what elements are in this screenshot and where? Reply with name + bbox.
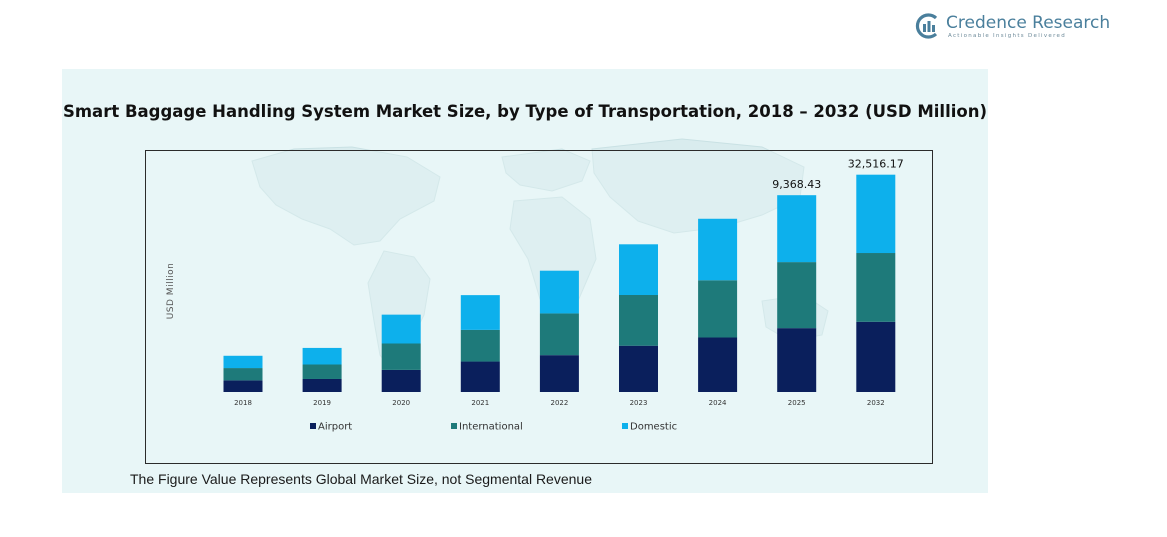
legend-label-domestic: Domestic: [630, 422, 677, 433]
brand-logo: Credence Research Actionable Insights De…: [914, 12, 1110, 42]
legend-swatch-airport: [310, 423, 316, 429]
legend-swatch-international: [451, 423, 457, 429]
bar-domestic-2032: [856, 174, 896, 254]
bar-airport-2018: [223, 380, 263, 392]
legend-label-airport: Airport: [318, 422, 352, 433]
x-tick-2019: 2019: [313, 399, 331, 407]
legend-label-international: International: [459, 422, 523, 433]
x-tick-2023: 2023: [630, 399, 648, 407]
data-label-2032: 32,516.17: [848, 158, 904, 171]
chart-title: Smart Baggage Handling System Market Siz…: [62, 102, 988, 121]
chart-legend: Airport International Domestic: [310, 422, 677, 433]
bar-domestic-2022: [539, 270, 579, 314]
stacked-bar-chart: USD Million 2018 2019 2020 2021 2022 2023 2024…: [166, 158, 904, 433]
bar-international-2032: [856, 253, 896, 322]
bar-domestic-2024: [698, 218, 738, 281]
bar-airport-2021: [460, 361, 500, 392]
bar-domestic-2025: [777, 195, 817, 263]
bar-airport-2023: [619, 345, 658, 392]
bar-domestic-2019: [302, 347, 342, 365]
brand-name: Credence Research: [946, 13, 1111, 33]
bars-layer: [223, 174, 896, 392]
bar-airport-2019: [302, 378, 342, 392]
bar-domestic-2021: [460, 295, 500, 330]
x-tick-labels: 2018 2019 2020 2021 2022 2023 2024 2025 2032: [234, 399, 885, 407]
bar-international-2021: [460, 329, 500, 362]
y-axis-label: USD Million: [166, 263, 176, 320]
x-tick-2021: 2021: [471, 399, 489, 407]
bar-international-2019: [302, 364, 342, 379]
bar-international-2024: [698, 280, 738, 338]
bar-domestic-2018: [223, 355, 263, 369]
data-labels: 9,368.43 32,516.17: [772, 158, 904, 192]
x-tick-2018: 2018: [234, 399, 252, 407]
bar-international-2018: [223, 368, 263, 381]
bar-airport-2025: [777, 328, 817, 392]
bar-airport-2032: [856, 321, 896, 392]
brand-tagline: Actionable Insights Delivered: [948, 33, 1067, 39]
bar-international-2020: [381, 343, 421, 370]
x-tick-2025: 2025: [788, 399, 806, 407]
x-tick-2022: 2022: [550, 399, 568, 407]
chart-panel: Smart Baggage Handling System Market Siz…: [62, 69, 988, 493]
x-tick-2032: 2032: [867, 399, 885, 407]
bar-international-2025: [777, 262, 817, 329]
x-tick-2020: 2020: [392, 399, 410, 407]
bar-domestic-2023: [619, 244, 658, 296]
x-tick-2024: 2024: [709, 399, 727, 407]
bar-airport-2022: [539, 355, 579, 392]
data-label-2025: 9,368.43: [772, 178, 821, 191]
bar-domestic-2020: [381, 314, 421, 344]
bar-international-2022: [539, 313, 579, 356]
bar-airport-2020: [381, 369, 421, 392]
bar-airport-2024: [698, 337, 738, 392]
figure-footnote: The Figure Value Represents Global Marke…: [130, 471, 592, 487]
bar-international-2023: [619, 295, 658, 346]
brand-logo-icon: [915, 13, 938, 39]
legend-swatch-domestic: [622, 423, 628, 429]
plot-area: USD Million 2018 2019 2020 2021 2022 2023 2024…: [145, 150, 933, 464]
